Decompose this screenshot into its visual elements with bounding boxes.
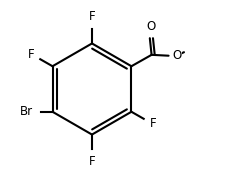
Text: F: F <box>149 117 156 130</box>
Text: O: O <box>172 49 181 62</box>
Text: F: F <box>88 155 95 168</box>
Text: F: F <box>88 10 95 23</box>
Text: F: F <box>27 48 34 61</box>
Text: Br: Br <box>20 105 33 118</box>
Text: O: O <box>145 20 155 33</box>
